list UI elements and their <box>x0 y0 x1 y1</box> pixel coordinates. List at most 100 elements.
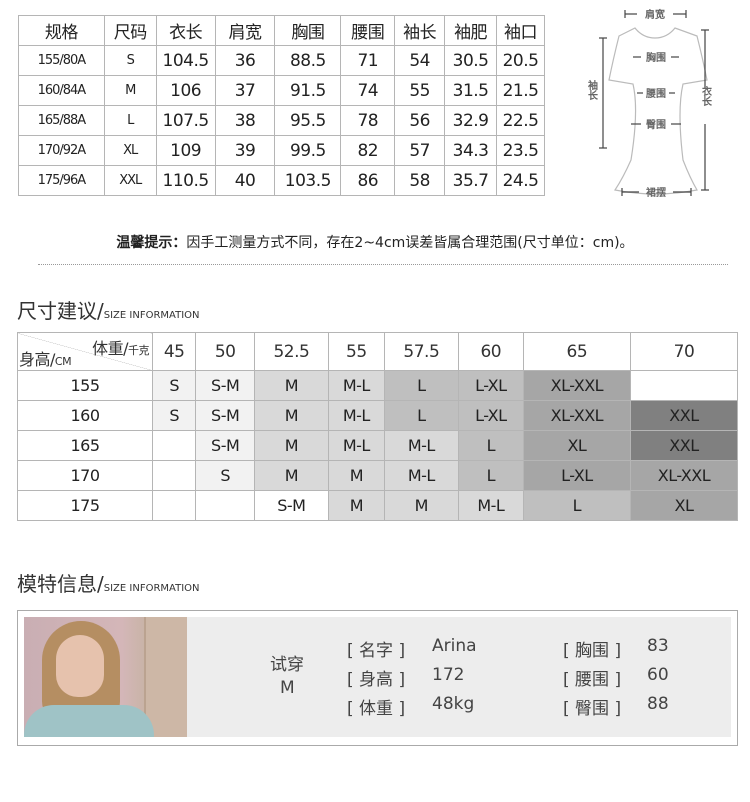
spec-cell: 37 <box>214 75 276 106</box>
spec-header-cell: 尺码 <box>103 15 157 46</box>
note-text: 因手工测量方式不同，存在2~4cm误差皆属合理范围(尺寸单位：cm)。 <box>186 235 634 251</box>
size-cell: S <box>195 460 255 491</box>
model-field-label: [ 体重 ] <box>347 699 406 719</box>
size-cell: XXL <box>629 400 739 431</box>
table-corner-header: 体重/千克 身高/CM <box>17 332 153 371</box>
spec-header-cell: 袖口 <box>496 15 545 46</box>
spec-header-cell: 袖长 <box>394 15 446 46</box>
spec-cell: 54 <box>394 45 446 76</box>
model-field-value: Arina <box>432 636 477 656</box>
spec-row: 160/84A M 106 37 91.5 74 55 31.5 21.5 <box>18 75 545 106</box>
size-cell: S-M <box>195 400 255 431</box>
model-field-label: [ 胸围 ] <box>563 641 622 661</box>
spec-cell: 32.9 <box>444 105 498 136</box>
spec-header-cell: 衣长 <box>155 15 216 46</box>
dress-measurement-diagram: 肩宽 胸围 腰围 臀围 裙摆 袖长 衣长 <box>586 8 712 199</box>
label-shoulder: 肩宽 <box>645 8 665 21</box>
try-on-label: 试穿 <box>270 655 304 675</box>
model-field-value: 60 <box>647 665 669 685</box>
size-cell: XL <box>522 430 631 461</box>
spec-header-row: 规格 尺码 衣长 肩宽 胸围 腰围 袖长 袖肥 袖口 <box>18 15 545 46</box>
spec-cell: 20.5 <box>496 45 545 76</box>
recommendation-row: 155 S S-M M M-L L L-XL XL-XXL <box>17 370 739 401</box>
spec-cell: 55 <box>394 75 446 106</box>
spec-cell: 56 <box>394 105 446 136</box>
spec-cell: 39 <box>214 135 276 166</box>
size-cell: XL-XXL <box>522 400 631 431</box>
model-field-label: [ 名字 ] <box>347 641 406 661</box>
size-cell <box>629 370 739 401</box>
spec-cell: 86 <box>340 165 396 196</box>
recommendation-row: 175 S-M M M M-L L XL <box>17 490 739 521</box>
size-cell: L-XL <box>457 370 524 401</box>
weight-header-cell: 60 <box>457 332 524 371</box>
spec-cell: 99.5 <box>274 135 342 166</box>
model-section-title: 模特信息/SIZE INFORMATION <box>17 572 200 596</box>
spec-cell: 58 <box>394 165 446 196</box>
spec-cell: 74 <box>340 75 396 106</box>
spec-cell: XXL <box>103 165 157 196</box>
size-cell: S <box>151 370 197 401</box>
model-field-value: 88 <box>647 694 669 714</box>
weight-header-cell: 70 <box>629 332 739 371</box>
size-cell: M-L <box>327 400 385 431</box>
label-chest: 胸围 <box>646 51 666 64</box>
size-cell: XXL <box>629 430 739 461</box>
label-length: 衣长 <box>700 85 712 107</box>
recommendation-row: 165 S-M M M-L M-L L XL XXL <box>17 430 739 461</box>
recommendation-row: 160 S S-M M M-L L L-XL XL-XXL XXL <box>17 400 739 431</box>
size-cell <box>151 460 197 491</box>
spec-cell: 34.3 <box>444 135 498 166</box>
size-cell: L <box>383 370 459 401</box>
size-cell: M-L <box>327 370 385 401</box>
spec-cell: 38 <box>214 105 276 136</box>
label-hem: 裙摆 <box>646 186 666 199</box>
spec-cell: 88.5 <box>274 45 342 76</box>
model-field-label: [ 臀围 ] <box>563 699 622 719</box>
size-cell: L <box>457 430 524 461</box>
spec-cell: 175/96A <box>18 165 105 196</box>
model-field-label: [ 身高 ] <box>347 670 406 690</box>
size-cell: XL-XXL <box>629 460 739 491</box>
model-field-label: [ 腰围 ] <box>563 670 622 690</box>
spec-header-cell: 规格 <box>18 15 105 46</box>
spec-cell: 104.5 <box>155 45 216 76</box>
model-field-value: 83 <box>647 636 669 656</box>
spec-cell: 30.5 <box>444 45 498 76</box>
size-cell: M <box>253 430 329 461</box>
size-spec-table: 规格 尺码 衣长 肩宽 胸围 腰围 袖长 袖肥 袖口 155/80A S 104.5 36 88.5 71 5… <box>18 15 545 196</box>
weight-header-cell: 57.5 <box>383 332 459 371</box>
spec-cell: 24.5 <box>496 165 545 196</box>
spec-cell: 160/84A <box>18 75 105 106</box>
model-photo <box>24 617 187 737</box>
spec-cell: 71 <box>340 45 396 76</box>
height-cell: 155 <box>17 370 153 401</box>
size-cell: L <box>383 400 459 431</box>
label-sleeve: 袖长 <box>586 79 599 101</box>
spec-cell: 110.5 <box>155 165 216 196</box>
weight-header-cell: 65 <box>522 332 631 371</box>
size-cell: M-L <box>327 430 385 461</box>
size-cell: M <box>327 490 385 521</box>
spec-cell: XL <box>103 135 157 166</box>
spec-cell: 103.5 <box>274 165 342 196</box>
spec-row: 170/92A XL 109 39 99.5 82 57 34.3 23.5 <box>18 135 545 166</box>
size-cell: M <box>383 490 459 521</box>
spec-cell: 35.7 <box>444 165 498 196</box>
spec-header-cell: 腰围 <box>340 15 396 46</box>
spec-cell: 40 <box>214 165 276 196</box>
spec-cell: 57 <box>394 135 446 166</box>
spec-cell: 165/88A <box>18 105 105 136</box>
spec-cell: 82 <box>340 135 396 166</box>
size-cell: M <box>253 400 329 431</box>
note-prefix: 温馨提示： <box>116 235 187 251</box>
size-cell: M-L <box>457 490 524 521</box>
size-cell: M <box>327 460 385 491</box>
model-field-value: 172 <box>432 665 465 685</box>
size-cell <box>151 490 197 521</box>
size-cell: S-M <box>253 490 329 521</box>
size-cell: M <box>253 370 329 401</box>
size-cell: XL-XXL <box>522 370 631 401</box>
spec-cell: 31.5 <box>444 75 498 106</box>
weight-header-cell: 52.5 <box>253 332 329 371</box>
